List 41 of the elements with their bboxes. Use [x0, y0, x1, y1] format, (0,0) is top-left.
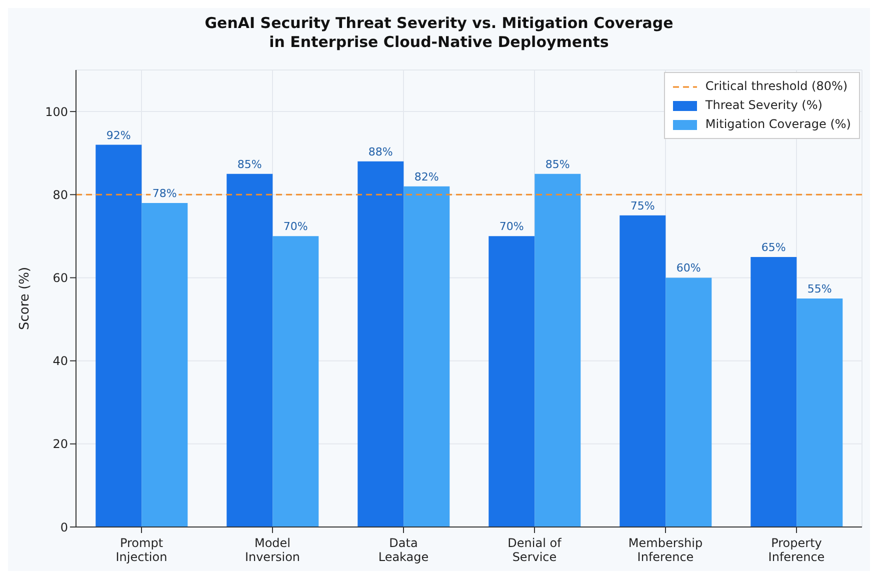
- bar: [488, 236, 535, 527]
- bar: [620, 215, 666, 527]
- y-tick-label: 100: [45, 104, 68, 119]
- data-label: 92%: [106, 128, 131, 142]
- bar: [534, 174, 581, 527]
- bar: [404, 186, 450, 527]
- data-label: 85%: [545, 158, 570, 171]
- y-tick-label: 0: [60, 520, 68, 534]
- y-tick-label: 20: [52, 437, 68, 452]
- data-label: 82%: [414, 170, 439, 184]
- x-tick-label: Membership Inference: [628, 536, 703, 564]
- x-tick-label: Prompt Injection: [116, 536, 168, 564]
- data-label: 70%: [283, 220, 308, 234]
- legend-label: Critical threshold (80%): [705, 78, 848, 95]
- bar: [272, 236, 319, 527]
- y-tick-label: 80: [52, 188, 68, 202]
- bar: [142, 202, 188, 527]
- legend-label: Threat Severity (%): [705, 97, 822, 114]
- data-label: 60%: [676, 262, 701, 275]
- y-tick-label: 60: [52, 270, 68, 285]
- bar: [666, 278, 712, 527]
- bar: [358, 161, 404, 527]
- data-label: 78%: [152, 186, 177, 200]
- x-tick-label: Model Inversion: [244, 536, 300, 564]
- y-axis-title: Score (%): [18, 266, 33, 330]
- data-label: 65%: [761, 240, 786, 254]
- bar: [226, 174, 273, 527]
- y-tick-label: 40: [52, 354, 68, 368]
- x-tick-label: Data Leakage: [378, 536, 429, 564]
- data-label: 85%: [237, 158, 262, 171]
- bar: [96, 144, 142, 527]
- legend-label: Mitigation Coverage (%): [705, 116, 851, 133]
- chart-title: GenAI Security Threat Severity vs. Mitigation Coverage in Enterprise Cloud-Native Deployments: [204, 14, 674, 52]
- data-label: 88%: [368, 145, 393, 158]
- bar: [750, 256, 797, 527]
- bar: [796, 298, 843, 527]
- x-tick-label: Denial of Service: [508, 536, 562, 564]
- x-tick-label: Property Inference: [768, 536, 825, 564]
- data-label: 55%: [807, 282, 832, 296]
- data-label: 70%: [499, 220, 524, 234]
- data-label: 75%: [630, 199, 655, 212]
